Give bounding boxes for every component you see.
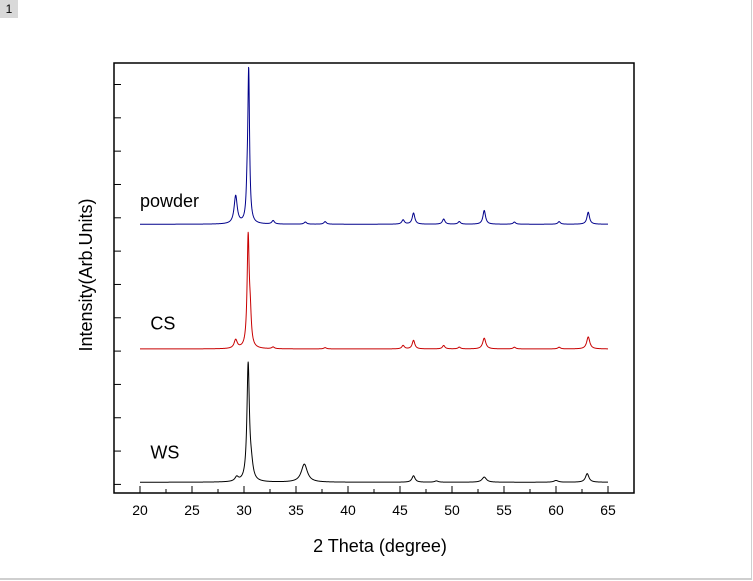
series-label-cs: CS — [150, 314, 175, 334]
x-tick-label: 50 — [444, 502, 460, 518]
x-tick-label: 40 — [340, 502, 356, 518]
series-label-powder: powder — [140, 191, 199, 211]
series-line-powder — [139, 66, 609, 225]
series-layer — [139, 66, 609, 483]
x-tick-label: 45 — [392, 502, 408, 518]
x-axis-tick-labels: 20 25 30 35 40 45 50 55 60 65 — [132, 502, 616, 518]
plot-area-border — [113, 62, 635, 494]
series-line-cs — [139, 231, 609, 350]
y-axis-ticks — [114, 84, 121, 485]
page-number-badge: 1 — [0, 0, 18, 18]
x-tick-label: 30 — [236, 502, 252, 518]
x-tick-label: 20 — [132, 502, 148, 518]
x-tick-label: 65 — [600, 502, 616, 518]
series-labels: powder CS WS — [140, 191, 199, 463]
x-tick-label: 55 — [496, 502, 512, 518]
x-tick-label: 60 — [548, 502, 564, 518]
x-axis-title: 2 Theta (degree) — [313, 536, 447, 556]
x-tick-label: 35 — [288, 502, 304, 518]
x-tick-label: 25 — [184, 502, 200, 518]
series-label-ws: WS — [150, 443, 179, 463]
y-axis-title: Intensity(Arb.Units) — [76, 198, 96, 351]
series-line-ws — [139, 361, 609, 483]
x-axis-ticks — [139, 486, 609, 493]
